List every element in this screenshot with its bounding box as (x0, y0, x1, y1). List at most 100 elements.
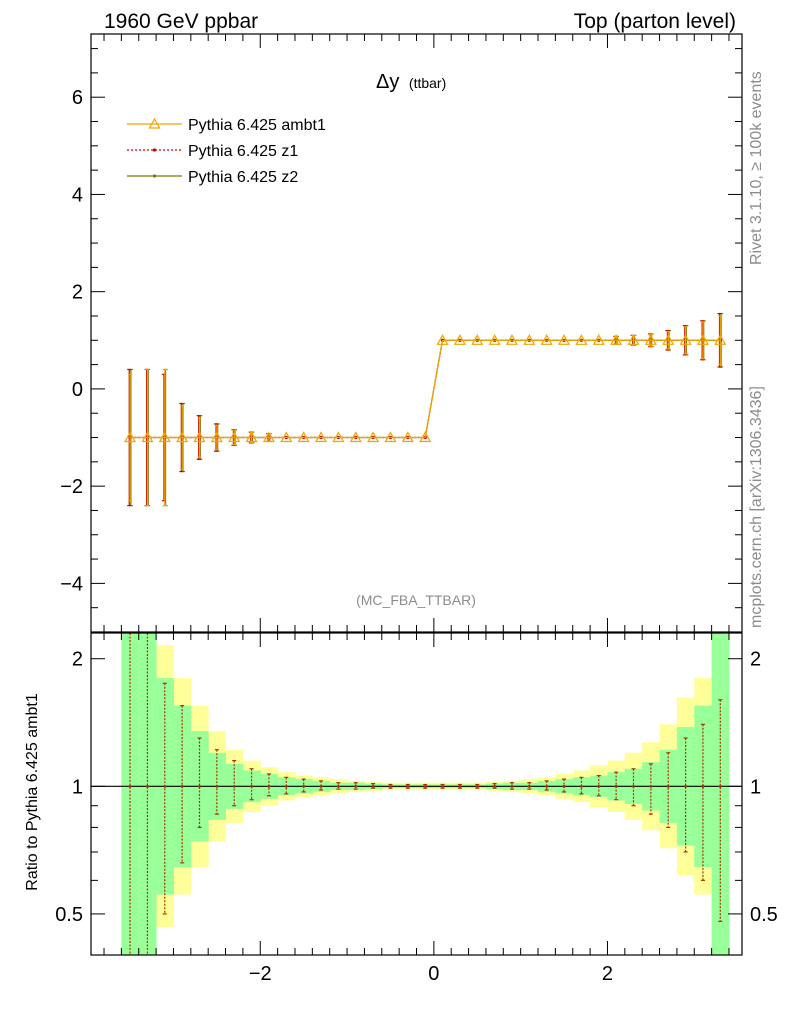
main-ytick-label: −2 (60, 476, 83, 498)
data-point (627, 334, 640, 345)
data-point (575, 334, 588, 345)
plot-title-main: Δy (376, 71, 399, 93)
data-point (644, 334, 657, 345)
ratio-ytick-label-right: 1 (750, 776, 761, 798)
data-point (523, 334, 536, 345)
ratio-ytick-label-right: 2 (750, 649, 761, 671)
side-label-top: Rivet 3.1.10, ≥ 100k events (748, 71, 765, 265)
main-ytick-label: 4 (72, 184, 83, 206)
data-point (141, 431, 154, 443)
main-ytick-label: −4 (60, 573, 83, 595)
data-point (315, 431, 328, 443)
ratio-point (597, 784, 601, 788)
data-point (505, 334, 518, 345)
data-point (332, 431, 345, 443)
ratio-point (666, 784, 670, 788)
main-ytick-label: 2 (72, 282, 83, 304)
side-label-bottom: mcplots.cern.ch [arXiv:1306.3436] (748, 386, 765, 628)
data-point (210, 431, 223, 443)
data-point (714, 334, 727, 345)
header-left: 1960 GeV ppbar (104, 10, 258, 33)
band-inner (711, 633, 730, 955)
ratio-xtick-label: 2 (602, 963, 613, 985)
ratio-point (718, 784, 722, 788)
legend-entry-ambt1: Pythia 6.425 ambt1 (127, 117, 326, 134)
data-point (367, 431, 380, 443)
main-plot-area (124, 312, 727, 507)
data-point (245, 431, 258, 443)
data-point (228, 431, 241, 443)
data-point (610, 334, 623, 345)
legend-entry-z2: Pythia 6.425 z2 (127, 169, 298, 186)
ratio-point (232, 784, 236, 788)
data-point (349, 431, 362, 443)
header-right: Top (parton level) (574, 10, 736, 33)
main-ytick-label: 0 (72, 379, 83, 401)
data-point (679, 334, 692, 345)
ratio-point (580, 784, 583, 788)
legend-marker-z2 (152, 174, 157, 178)
legend-label-ambt1: Pythia 6.425 ambt1 (188, 117, 326, 134)
ratio-point (614, 784, 618, 788)
data-point (419, 431, 432, 443)
ratio-point (128, 784, 132, 788)
main-panel: −4 −2 0 2 4 6 Δy (ttbar) (MC_FBA_TTBAR) Pythi… (60, 33, 743, 633)
ratio-point (336, 784, 340, 788)
legend-marker-ambt1 (148, 117, 161, 129)
ratio-point (146, 784, 149, 788)
ratio-ytick-label: 0.5 (55, 904, 83, 926)
ratio-point (250, 784, 253, 788)
ratio-point (475, 784, 479, 788)
ratio-point (423, 784, 427, 788)
legend-marker-z1 (152, 148, 157, 152)
ratio-point (701, 784, 705, 788)
data-point (280, 431, 293, 443)
data-point (471, 334, 484, 345)
ratio-ytick-label-right: 0.5 (750, 904, 778, 926)
data-point (158, 431, 171, 443)
ratio-point (267, 784, 271, 788)
series-line (130, 339, 721, 439)
data-point (124, 431, 137, 443)
series-line (130, 339, 721, 439)
data-point (384, 431, 397, 443)
ratio-point (163, 784, 167, 788)
data-point (558, 334, 571, 345)
ratio-point (632, 784, 635, 788)
ratio-point (354, 784, 358, 788)
data-point (540, 334, 553, 345)
legend-label-z2: Pythia 6.425 z2 (188, 169, 298, 186)
data-point (401, 431, 414, 443)
data-point (176, 431, 189, 443)
ratio-point (371, 784, 375, 788)
ratio-point (458, 784, 462, 788)
ratio-point (510, 784, 514, 788)
legend-label-z1: Pythia 6.425 z1 (188, 143, 298, 160)
data-point (696, 334, 709, 345)
series-line (130, 339, 721, 439)
ratio-point (302, 784, 306, 788)
series-z1 (127, 312, 722, 507)
data-point (193, 431, 206, 443)
data-point (662, 334, 675, 345)
main-ytick-label: 6 (72, 87, 83, 109)
ratio-axes: 0.5 0.5 1 1 2 2 −2 0 2 (55, 633, 778, 985)
data-point (453, 334, 466, 345)
main-axes: −4 −2 0 2 4 6 (60, 34, 742, 633)
ratio-series-z1 (128, 633, 723, 955)
ratio-panel: 0.5 0.5 1 1 2 2 −2 0 2 Ratio to Pythia 6.425 amb… (24, 632, 778, 985)
data-point (262, 431, 275, 443)
ratio-point (441, 784, 444, 788)
data-point (488, 334, 501, 345)
plot-title-suffix: (ttbar) (409, 75, 446, 91)
ratio-point (215, 784, 219, 788)
ratio-xtick-label: −2 (249, 963, 272, 985)
data-point (297, 431, 310, 443)
legend-entry-z1: Pythia 6.425 z1 (127, 143, 298, 160)
ratio-point (319, 784, 323, 788)
ratio-point (180, 784, 184, 788)
ratio-point (493, 784, 497, 788)
ratio-point (389, 784, 392, 788)
ratio-point (406, 784, 410, 788)
